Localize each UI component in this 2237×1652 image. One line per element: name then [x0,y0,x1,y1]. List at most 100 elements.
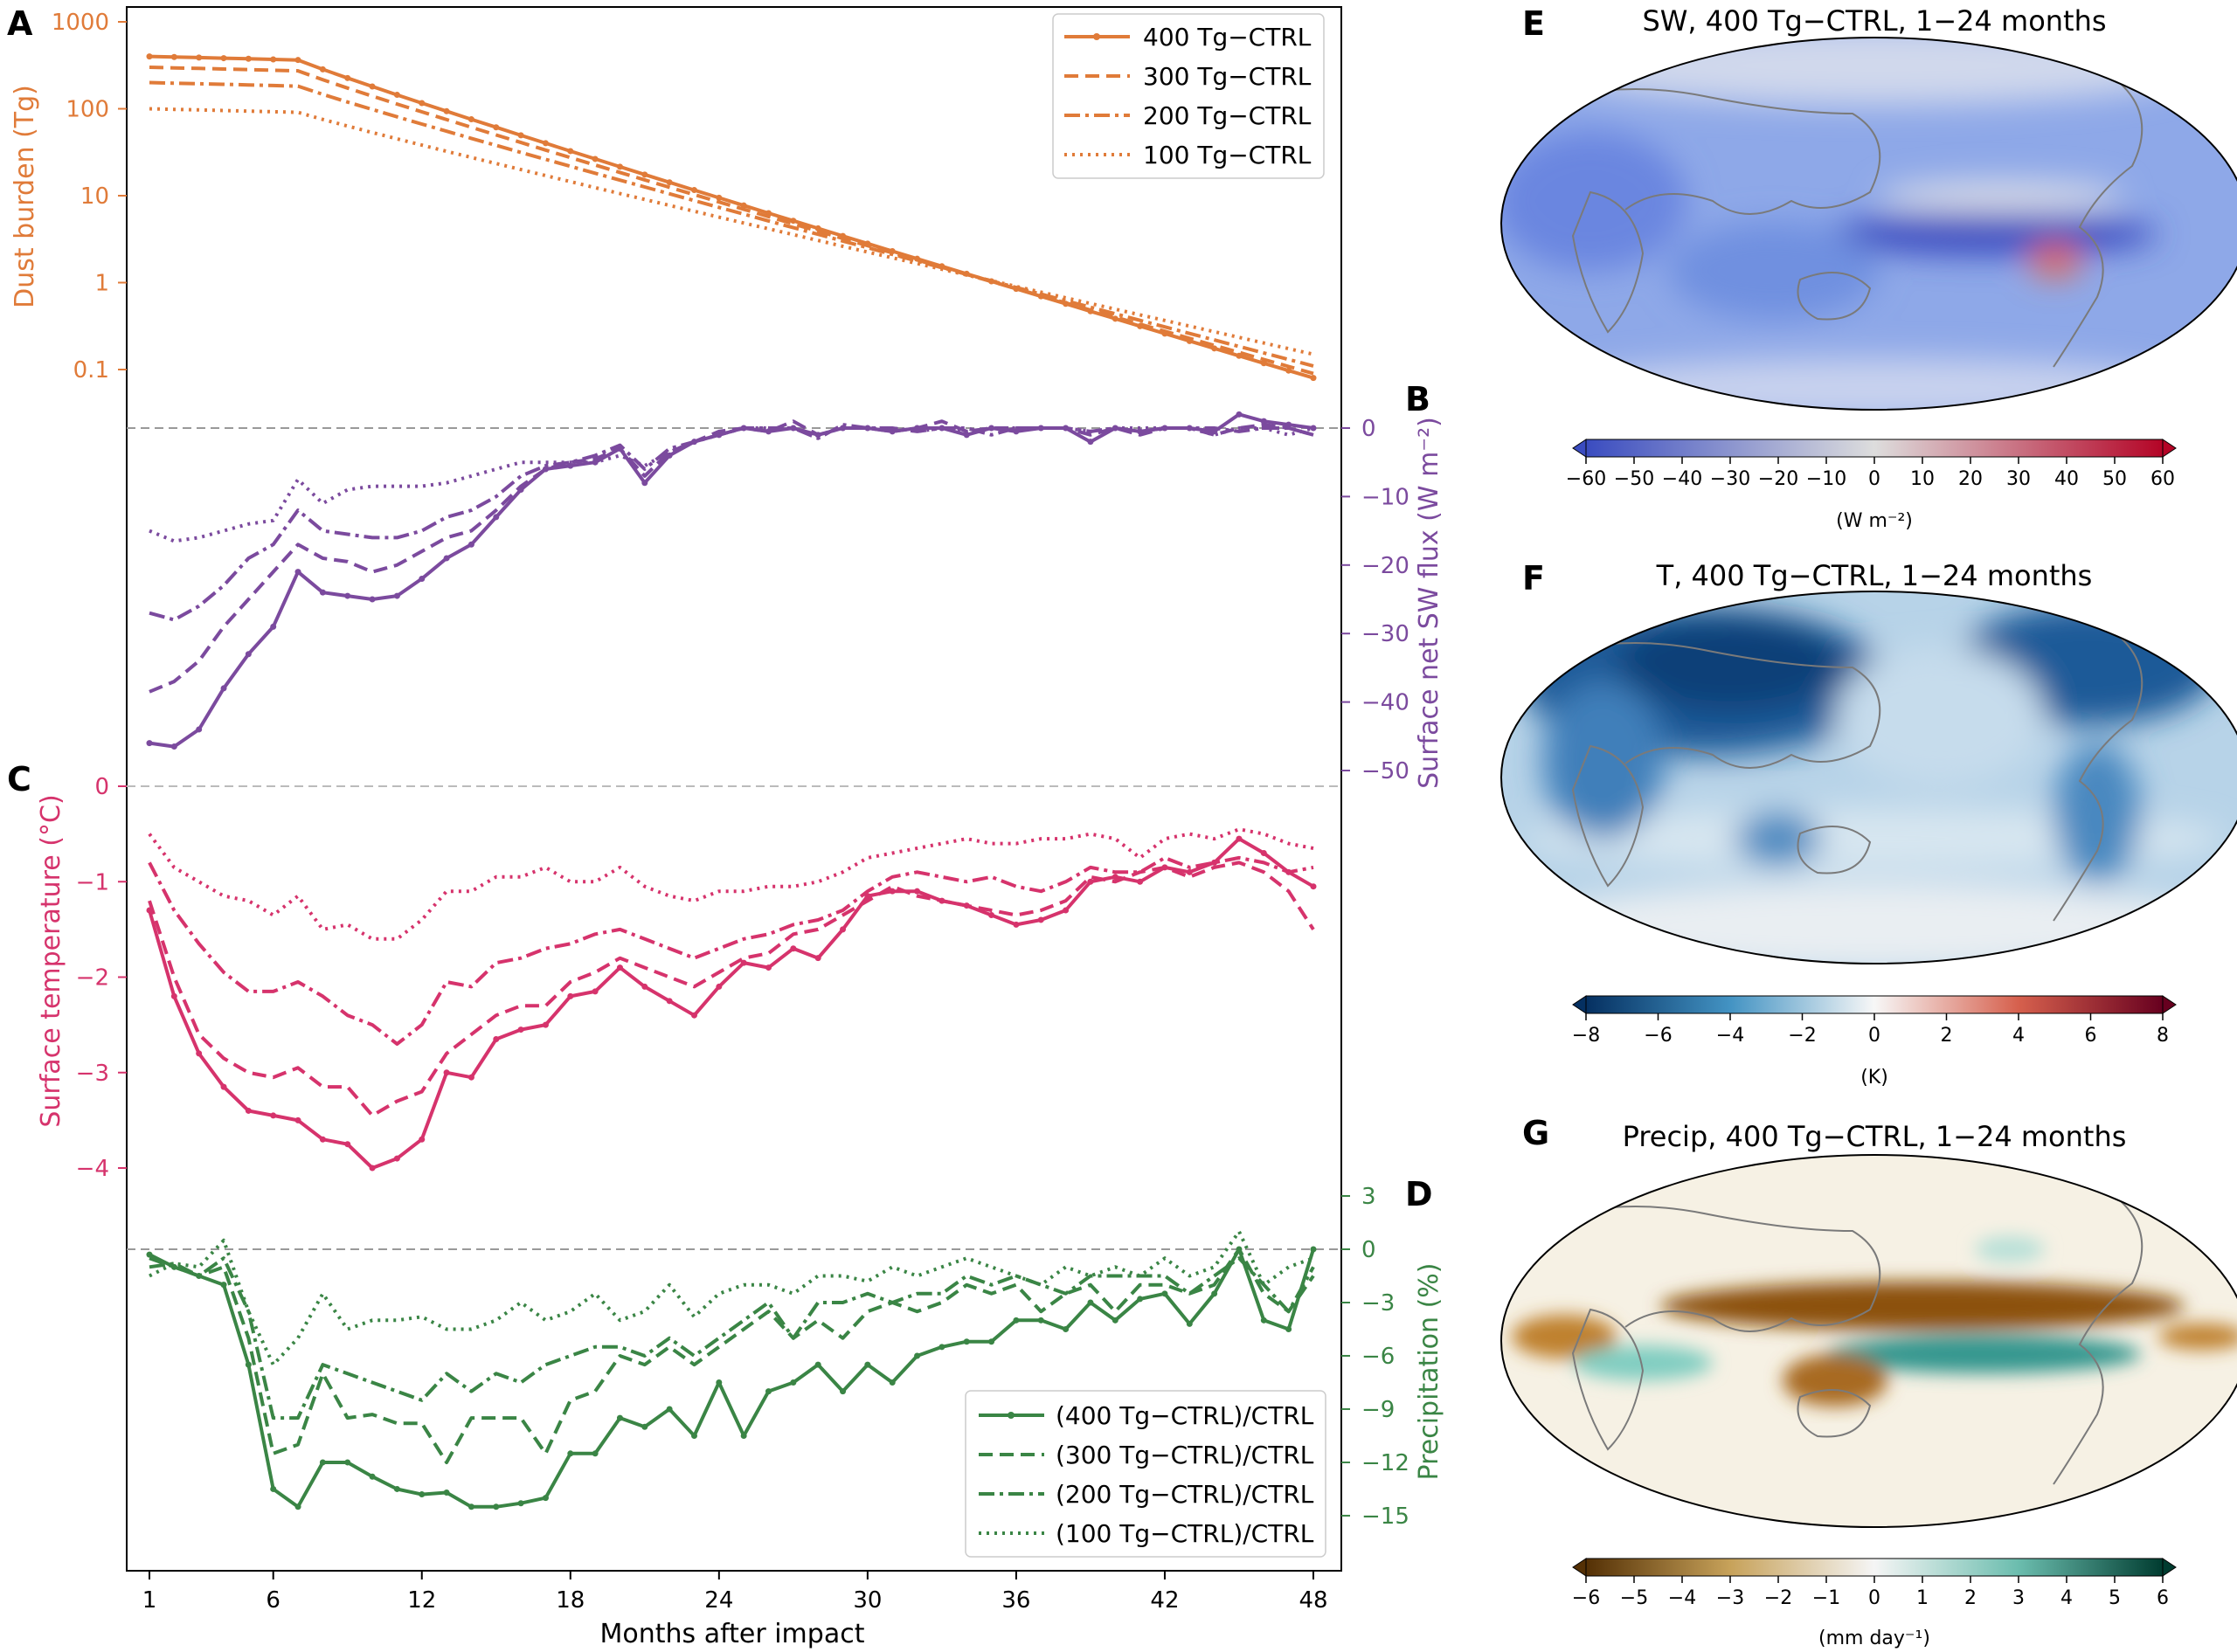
c-point-16 [542,1021,549,1028]
c-point-28 [840,926,847,933]
colorbar-e-tick-label-4: −20 [1758,468,1798,490]
a-tick-label-3: 1 [94,271,109,297]
panel-label-d: D [1405,1175,1433,1213]
c-point-7 [319,1136,326,1143]
a-point-39 [1112,315,1118,322]
d-point-11 [419,1491,426,1498]
b-point-9 [369,596,376,603]
b-point-2 [196,726,203,733]
d-point-23 [716,1379,723,1386]
colorbar-e-tick-label-5: −10 [1806,468,1846,490]
c-tick-label-1: −1 [76,869,109,895]
a-point-10 [393,92,400,99]
axis-ticks: 1 6 12 18 24 30 36 42 4810001001010.10−10−20−30−… [52,10,1409,1614]
c-point-5 [270,1112,277,1119]
d-point-17 [567,1450,574,1457]
colorbar-e-tick-label-10: 40 [2054,468,2079,490]
c-point-9 [369,1165,376,1172]
d-point-40 [1137,1296,1144,1303]
colorbar-f-tick-label-5: 2 [1941,1025,1953,1047]
b-point-38 [1087,439,1094,446]
a-point-7 [319,66,326,73]
colorbar-f-right-arrow [2162,995,2177,1014]
a-point-8 [344,74,351,81]
colorbar-f-tick-label-2: −4 [1716,1025,1744,1047]
d-point-0 [146,1251,153,1258]
a-point-26 [790,218,797,225]
d-point-46 [1285,1325,1292,1332]
colorbar-e-tick-label-7: 10 [1910,468,1935,490]
c-series-0 [148,837,1315,1170]
c-point-14 [493,1036,500,1043]
a-point-18 [592,156,599,162]
map-e-coast-americas [2053,78,2144,368]
c-point-12 [443,1069,450,1076]
map-e-peru-red [2029,243,2081,278]
c-point-31 [914,888,921,895]
a-point-13 [467,116,474,123]
b-point-0 [146,740,153,747]
c-point-35 [1013,921,1020,928]
d-point-9 [369,1473,376,1480]
colorbar-f-bar [1585,995,2164,1014]
a-point-20 [641,171,648,178]
a-point-5 [270,56,277,63]
legend-d-label-300: (300 Tg−CTRL)/CTRL [1056,1441,1314,1469]
a-series-1 [149,66,1314,376]
d-point-16 [542,1495,549,1502]
c-point-47 [1310,883,1317,890]
colorbar-e-tick-label-6: 0 [1868,468,1880,490]
c-point-18 [592,988,599,995]
a-point-14 [493,124,500,131]
a-point-24 [740,202,747,209]
map-g-spcz-brown [1783,1354,1887,1407]
colorbar-g-right-arrow [2162,1558,2177,1577]
c-point-25 [765,964,772,971]
colorbar-e-tick-label-11: 50 [2102,468,2127,490]
c-point-43 [1211,859,1218,866]
map-g-coast-africa [1571,1308,1645,1451]
x-tick-label-4: 24 [704,1587,733,1614]
c-point-15 [517,1026,524,1033]
a-point-22 [690,187,697,194]
d-point-39 [1112,1317,1118,1324]
x-tick-label-7: 42 [1150,1587,1179,1614]
a-point-1 [170,53,177,60]
d-point-26 [790,1379,797,1386]
b-tick-label-2: −20 [1361,553,1409,579]
a-point-4 [245,55,252,62]
a-tick-label-1: 100 [66,97,109,123]
colorbar-g-tick-label-1: −5 [1620,1587,1648,1609]
a-point-3 [220,55,227,62]
map-f-africa-cold [1542,681,1665,839]
b-tick-label-1: −10 [1361,484,1409,510]
a-point-6 [294,57,301,64]
b-point-11 [419,575,426,582]
b-tick-label-4: −40 [1361,690,1409,716]
legend-a-marker-400 [1093,33,1100,40]
panel-label-a: A [7,4,33,43]
c-point-8 [344,1141,351,1148]
c-point-37 [1063,907,1070,914]
c-point-39 [1112,874,1118,881]
c-point-22 [690,1012,697,1019]
a-point-16 [542,140,549,147]
colorbar-g-tick-label-5: −1 [1812,1587,1840,1609]
colorbar-g-tick-label-12: 6 [2157,1587,2169,1609]
d-point-24 [740,1432,747,1439]
colorbar-g-tick-label-0: −6 [1572,1587,1600,1609]
colorbar-e-tick-label-8: 20 [1958,468,1983,490]
map-e-west-blue [1501,131,1686,271]
colorbar-e-tick-label-12: 60 [2150,468,2175,490]
map-e-pacific-pale [1879,181,2123,212]
legend-d-label-200: (200 Tg−CTRL)/CTRL [1056,1480,1314,1509]
c-point-1 [170,992,177,999]
a-point-0 [146,53,153,60]
d-point-15 [517,1500,524,1507]
d-point-47 [1310,1246,1317,1253]
b-point-47 [1310,425,1317,432]
c-point-24 [740,959,747,966]
a-point-12 [443,107,450,114]
d-point-14 [493,1503,500,1510]
colorbar-f-tick-label-0: −8 [1572,1025,1600,1047]
